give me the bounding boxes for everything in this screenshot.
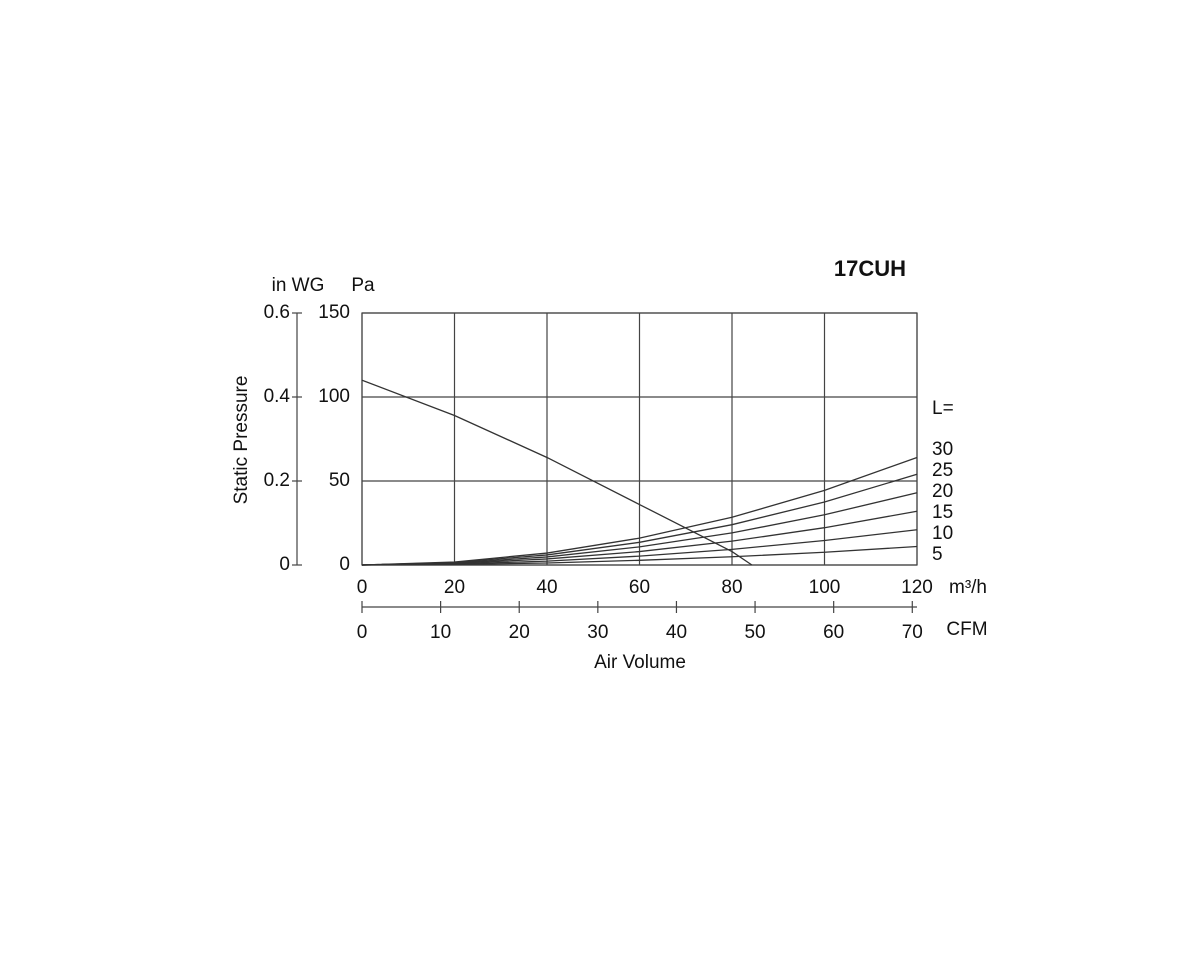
x-unit: m³/h: [949, 577, 987, 598]
y2-tick-label: 0.2: [264, 470, 290, 491]
x2-tick-label: 70: [902, 622, 923, 643]
y-tick-label: 100: [318, 386, 350, 407]
y-tick-label: 150: [318, 302, 350, 323]
x2-tick-label: 10: [430, 622, 451, 643]
curve-label: 20: [932, 481, 953, 502]
x-tick-label: 0: [357, 577, 368, 598]
x2-tick-label: 30: [587, 622, 608, 643]
y2-unit: in WG: [272, 275, 325, 296]
curve-label: 25: [932, 460, 953, 481]
x-tick-label: 80: [721, 577, 742, 598]
x2-tick-label: 20: [509, 622, 530, 643]
x-label: Air Volume: [594, 652, 686, 673]
x2-tick-label: 40: [666, 622, 687, 643]
y-tick-label: 0: [339, 554, 350, 575]
y2-tick-label: 0.6: [264, 302, 290, 323]
y2-tick-label: 0: [279, 554, 290, 575]
curve-label: 10: [932, 523, 953, 544]
x2-unit: CFM: [946, 619, 987, 640]
x-tick-label: 120: [901, 577, 933, 598]
x-tick-label: 60: [629, 577, 650, 598]
x-tick-label: 40: [536, 577, 557, 598]
curve: [361, 545, 918, 566]
y-unit: Pa: [351, 275, 375, 296]
curve-label: 15: [932, 502, 953, 523]
y-tick-label: 50: [329, 470, 350, 491]
x2-tick-label: 60: [823, 622, 844, 643]
curve-label: 30: [932, 439, 953, 460]
legend-title: L=: [932, 398, 954, 419]
chart-title: 17CUH: [834, 256, 906, 281]
x2-tick-label: 0: [357, 622, 368, 643]
y2-tick-label: 0.4: [264, 386, 291, 407]
x2-tick-label: 50: [744, 622, 765, 643]
curve: [361, 379, 753, 566]
y-label: Static Pressure: [231, 376, 252, 505]
curve-label: 5: [932, 544, 943, 565]
x-tick-label: 100: [809, 577, 841, 598]
x-tick-label: 20: [444, 577, 465, 598]
